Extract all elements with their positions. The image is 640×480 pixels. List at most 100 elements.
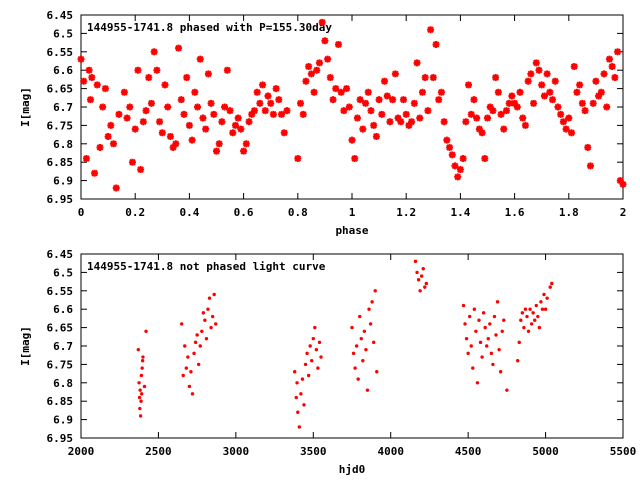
data-point xyxy=(362,99,370,107)
data-point xyxy=(440,118,448,126)
data-point xyxy=(465,81,473,89)
data-point xyxy=(473,114,481,122)
data-point xyxy=(469,344,473,348)
data-point xyxy=(402,110,410,118)
data-point xyxy=(397,118,405,126)
data-point xyxy=(358,314,362,319)
y-axis-label: I[mag] xyxy=(19,326,32,366)
data-point xyxy=(303,362,308,367)
y-tick-label: 6.7 xyxy=(53,101,73,114)
data-point xyxy=(365,388,370,392)
data-point xyxy=(475,125,483,133)
data-point xyxy=(120,88,128,96)
data-point xyxy=(180,110,188,118)
data-point xyxy=(554,103,562,111)
data-point xyxy=(198,344,202,348)
data-point xyxy=(413,59,421,67)
data-point xyxy=(351,351,356,356)
data-point xyxy=(595,92,603,100)
data-point xyxy=(462,118,470,126)
data-point xyxy=(351,155,359,163)
data-point xyxy=(166,132,174,140)
data-point xyxy=(605,55,613,63)
data-point xyxy=(305,351,309,356)
data-point xyxy=(498,370,503,374)
data-point xyxy=(486,336,490,341)
data-point xyxy=(464,336,469,341)
data-point xyxy=(619,180,627,188)
data-point xyxy=(368,322,373,326)
data-point xyxy=(296,410,300,414)
data-point xyxy=(614,48,622,56)
x-tick-label: 2000 xyxy=(68,445,95,458)
data-point xyxy=(110,140,118,148)
data-point xyxy=(481,311,486,315)
data-point xyxy=(559,118,567,126)
data-point xyxy=(209,325,213,330)
data-point xyxy=(416,114,424,122)
data-point xyxy=(313,325,317,330)
data-point xyxy=(475,381,480,385)
data-point xyxy=(207,296,212,300)
data-point xyxy=(530,99,538,107)
data-point xyxy=(196,55,204,63)
data-point xyxy=(302,77,310,85)
data-point xyxy=(526,329,531,333)
data-point xyxy=(367,307,371,311)
data-point xyxy=(550,281,554,286)
data-point xyxy=(177,96,185,104)
data-point xyxy=(497,347,501,352)
x-tick-label: 3000 xyxy=(223,445,250,458)
data-point xyxy=(500,329,504,333)
data-point xyxy=(478,340,483,345)
data-point xyxy=(294,155,302,163)
data-point xyxy=(394,114,402,122)
data-point xyxy=(549,96,557,104)
data-point xyxy=(471,366,475,370)
data-point xyxy=(502,107,510,115)
data-point xyxy=(472,307,477,311)
data-point xyxy=(362,329,367,333)
data-point xyxy=(364,347,368,352)
data-point xyxy=(489,351,494,356)
data-point xyxy=(483,325,487,330)
data-point xyxy=(513,103,521,111)
data-point xyxy=(213,147,220,155)
data-point xyxy=(210,314,215,319)
x-tick-label: 0 xyxy=(78,206,85,219)
data-point xyxy=(461,303,466,308)
data-point xyxy=(299,392,303,396)
y-tick-label: 6.8 xyxy=(53,138,73,151)
data-point xyxy=(562,125,570,133)
data-point xyxy=(237,125,245,133)
y-tick-label: 6.75 xyxy=(47,358,74,371)
data-point xyxy=(597,88,605,96)
y-tick-label: 6.75 xyxy=(47,119,74,132)
data-point xyxy=(310,359,314,363)
data-point xyxy=(408,118,416,126)
data-point xyxy=(175,44,183,52)
chart-title: 144955-1741.8 phased with P=155.30day xyxy=(87,21,332,34)
data-point xyxy=(311,336,315,341)
data-point xyxy=(454,173,462,181)
data-point xyxy=(245,118,253,126)
data-point xyxy=(432,40,440,48)
data-point xyxy=(193,340,198,345)
data-point xyxy=(137,395,142,400)
data-point xyxy=(259,81,267,89)
data-point xyxy=(280,129,288,137)
data-point xyxy=(527,70,535,78)
data-point xyxy=(283,107,291,115)
data-point xyxy=(302,403,306,407)
data-point xyxy=(128,158,136,166)
data-point xyxy=(181,373,185,378)
data-point xyxy=(423,285,427,289)
data-point xyxy=(399,96,407,104)
data-point xyxy=(207,99,215,107)
data-point xyxy=(474,329,478,333)
data-point xyxy=(603,103,611,111)
data-point xyxy=(532,59,540,67)
data-point xyxy=(310,88,318,96)
data-point xyxy=(136,347,140,352)
data-point xyxy=(389,96,397,104)
